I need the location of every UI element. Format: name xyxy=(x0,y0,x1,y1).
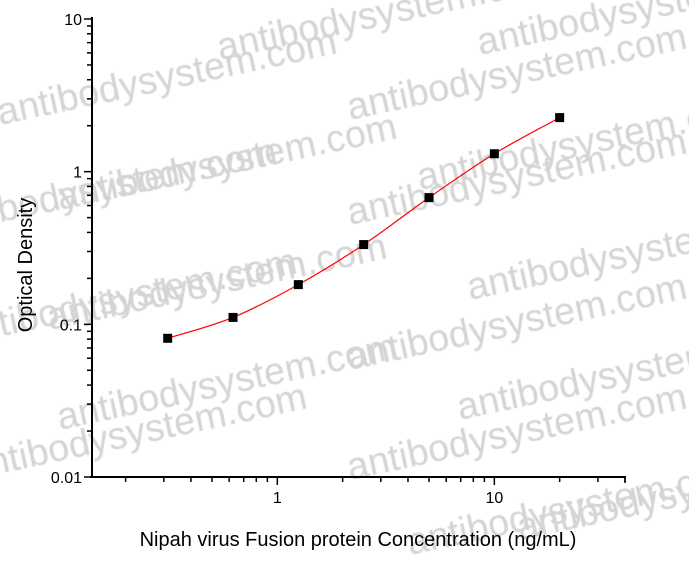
data-point xyxy=(424,193,434,203)
data-point xyxy=(293,280,303,290)
x-tick-label: 10 xyxy=(485,490,503,507)
data-point xyxy=(555,113,565,123)
data-point xyxy=(163,333,173,343)
tick-labels: 0.01 0.1 1 10 1 10 xyxy=(51,12,503,507)
axes xyxy=(84,17,626,485)
data-point xyxy=(228,312,238,322)
y-tick-label: 0.01 xyxy=(51,470,82,487)
data-point xyxy=(359,240,369,250)
y-tick-label: 0.1 xyxy=(60,317,82,334)
data-points xyxy=(163,113,565,343)
fit-curve xyxy=(167,117,560,339)
y-tick-label: 1 xyxy=(73,165,82,182)
x-axis-label: Nipah virus Fusion protein Concentration… xyxy=(140,529,577,551)
y-axis-label: Optical Density xyxy=(15,198,37,333)
y-tick-label: 10 xyxy=(64,12,82,29)
x-tick-label: 1 xyxy=(273,490,282,507)
data-point xyxy=(489,149,499,159)
